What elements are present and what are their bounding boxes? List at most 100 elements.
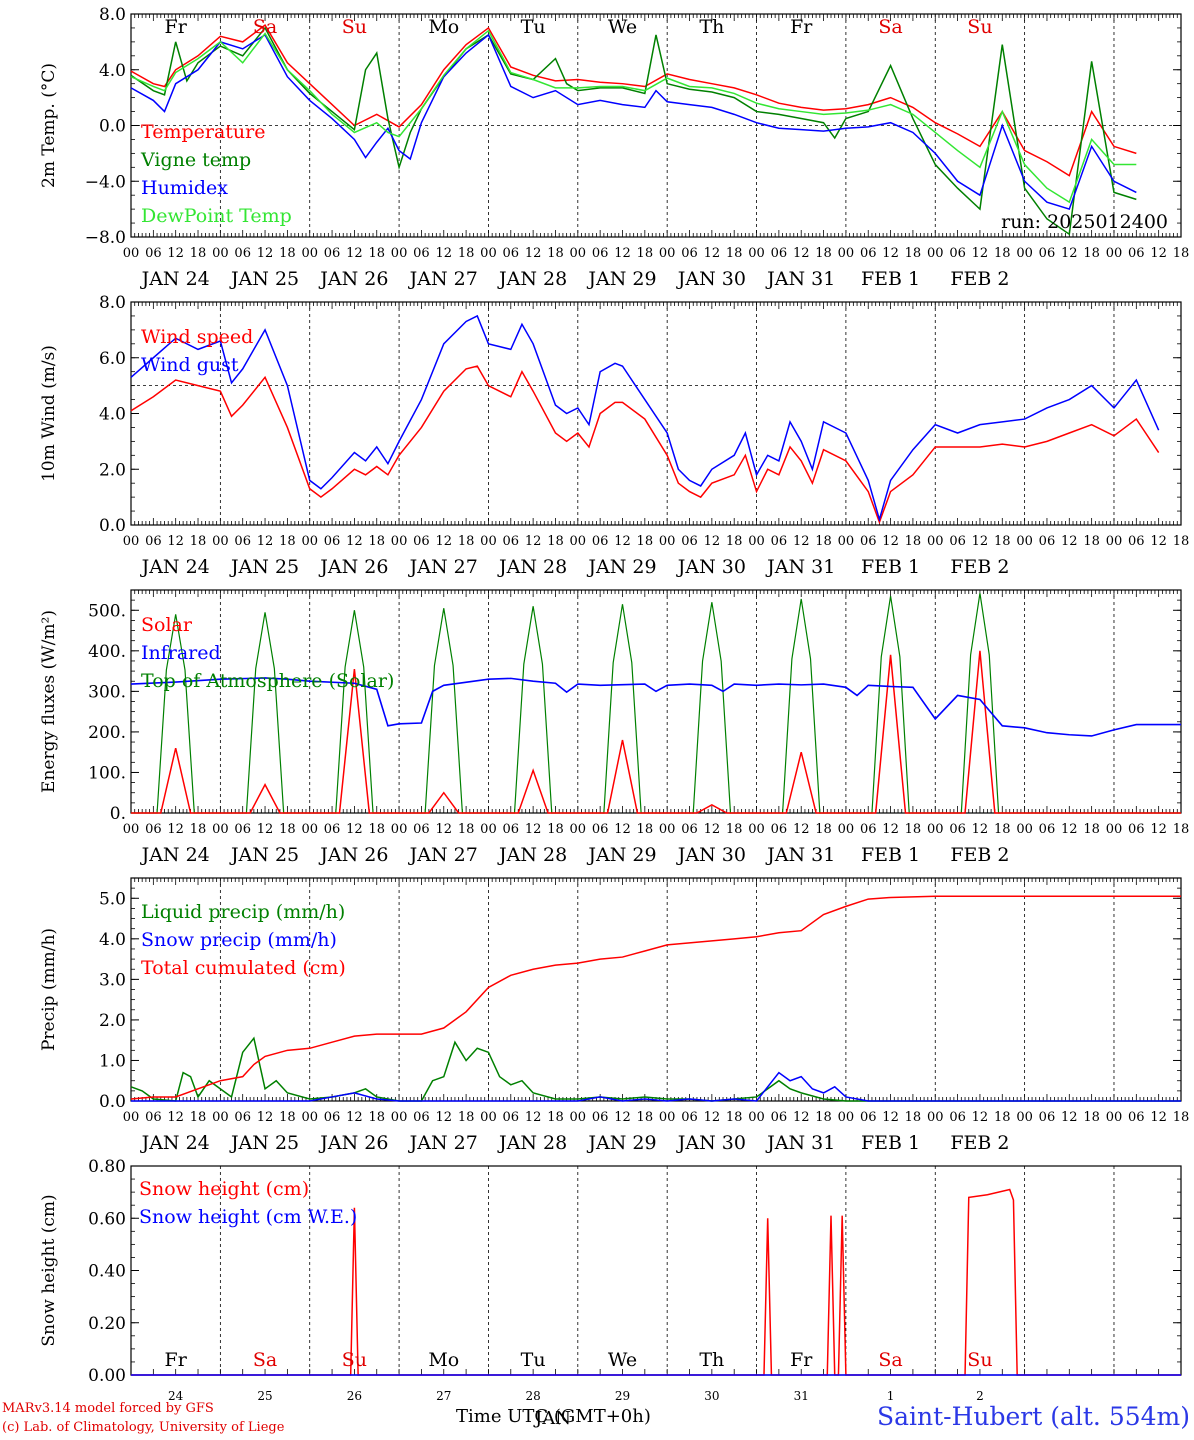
day-label: JAN 26: [318, 556, 388, 578]
hour-tick-label: 00: [748, 1110, 765, 1125]
hour-tick-label: 06: [413, 822, 430, 837]
series-line-1: [130, 24, 1137, 177]
hour-tick-label: 06: [949, 822, 966, 837]
series-line-4: [130, 29, 1137, 204]
hour-tick-label: 18: [815, 822, 832, 837]
hour-tick-label: 18: [279, 534, 296, 549]
hour-tick-label: 06: [413, 246, 430, 261]
day-label: JAN 27: [408, 844, 478, 866]
day-label: JAN 24: [140, 268, 210, 290]
hour-tick-label: 18: [726, 534, 743, 549]
hour-tick-label: 06: [234, 246, 251, 261]
hour-tick-label: 18: [458, 246, 475, 261]
day-number-label: 25: [257, 1389, 272, 1403]
day-number-label: 24: [168, 1389, 184, 1403]
hour-tick-label: 12: [704, 1110, 721, 1125]
day-label: FEB 2: [950, 556, 1009, 578]
hour-tick-label: 18: [1083, 822, 1100, 837]
hour-tick-label: 12: [972, 1110, 989, 1125]
legend-entry: Vigne temp: [140, 149, 251, 171]
hour-tick-label: 00: [748, 822, 765, 837]
series-solar-line: [131, 650, 1181, 814]
hour-tick-label: 00: [391, 1110, 408, 1125]
y-tick-label: 5.0: [99, 889, 126, 909]
hour-tick-label: 12: [346, 822, 363, 837]
hour-tick-label: 06: [771, 822, 788, 837]
hour-tick-label: 12: [257, 534, 274, 549]
panel-5: 0.00 0.20 0.40 0.60 0.80 Snow height (cm) Snow…: [39, 1157, 1182, 1386]
hour-tick-label: 18: [458, 1110, 475, 1125]
hour-tick-label: 06: [681, 822, 698, 837]
legend-entry: Solar: [141, 614, 193, 636]
day-label: JAN 28: [497, 1132, 567, 1154]
legend-entry: DewPoint Temp: [141, 205, 292, 227]
day-label: FEB 1: [861, 556, 920, 578]
hour-tick-label: 18: [547, 822, 564, 837]
series-line-3: [130, 895, 1181, 1100]
y-axis-title: Snow height (cm): [39, 1194, 59, 1346]
weekday-label-bottom: Sa: [253, 1349, 277, 1371]
hour-tick-label: 06: [503, 534, 520, 549]
weekday-label-top: Sa: [878, 16, 902, 38]
hour-tick-label: 00: [480, 246, 497, 261]
y-tick-label: 0.80: [88, 1157, 126, 1177]
day-label: JAN 30: [676, 844, 746, 866]
hour-tick-label: 06: [324, 534, 341, 549]
hour-tick-label: 00: [123, 534, 140, 549]
hour-tick-label: 18: [190, 534, 207, 549]
legend-entry: Snow height (cm): [139, 1178, 309, 1200]
day-number-label: 28: [525, 1389, 540, 1403]
hour-tick-label: 06: [1128, 246, 1145, 261]
weekday-label-top: Mo: [428, 16, 459, 38]
weekday-label-bottom: Mo: [428, 1349, 459, 1371]
hour-tick-label: 12: [167, 534, 184, 549]
model-credit: MARv3.14 model forced by GFS: [2, 1401, 214, 1416]
hour-tick-label: 18: [368, 534, 385, 549]
hour-tick-label: 18: [905, 246, 922, 261]
weekday-label-bottom: Tu: [521, 1349, 546, 1371]
hour-tick-label: 00: [570, 1110, 587, 1125]
day-label: JAN 29: [586, 268, 656, 290]
hour-tick-label: 06: [681, 1110, 698, 1125]
hour-tick-label: 12: [435, 246, 452, 261]
hour-tick-label: 06: [145, 534, 162, 549]
hour-tick-label: 06: [592, 1110, 609, 1125]
day-label: JAN 25: [229, 556, 299, 578]
hour-tick-label: 00: [659, 1110, 676, 1125]
hour-tick-label: 12: [793, 822, 810, 837]
hour-tick-label: 06: [592, 246, 609, 261]
weekday-label-bottom: Fr: [790, 1349, 813, 1371]
series-line-1: [130, 1036, 1181, 1102]
y-tick-label: 300.: [88, 682, 126, 702]
series-line-2: [131, 1071, 1181, 1102]
day-number-label: 29: [615, 1389, 630, 1403]
hour-tick-label: 06: [413, 534, 430, 549]
day-label: JAN 25: [229, 1132, 299, 1154]
hour-tick-label: 06: [1039, 822, 1056, 837]
hour-tick-label: 18: [994, 534, 1011, 549]
hour-tick-label: 00: [838, 822, 855, 837]
hour-tick-label: 12: [882, 246, 899, 261]
day-label: JAN 28: [497, 556, 567, 578]
hour-tick-label: 06: [1039, 534, 1056, 549]
day-label: JAN 26: [318, 268, 388, 290]
day-label: FEB 2: [950, 844, 1009, 866]
weekday-label-top: We: [608, 16, 637, 38]
hour-tick-label: 06: [860, 1110, 877, 1125]
day-label: JAN 27: [408, 268, 478, 290]
legend-entry: Wind speed: [141, 326, 253, 348]
hour-tick-label: 18: [190, 822, 207, 837]
legend-entry: Snow height (cm W.E.): [139, 1206, 357, 1228]
hour-tick-label: 06: [949, 1110, 966, 1125]
hour-tick-label: 18: [279, 246, 296, 261]
day-label: JAN 29: [586, 556, 656, 578]
day-label: JAN 24: [140, 556, 210, 578]
hour-tick-label: 18: [815, 1110, 832, 1125]
day-label: JAN 27: [408, 556, 478, 578]
y-axis-title: 2m Temp. (°C): [39, 63, 59, 188]
station-title: Saint-Hubert (alt. 554m): [876, 1402, 1190, 1431]
hour-tick-label: 00: [927, 534, 944, 549]
hour-tick-label: 06: [681, 246, 698, 261]
day-label: FEB 1: [861, 268, 920, 290]
hour-tick-label: 18: [547, 534, 564, 549]
